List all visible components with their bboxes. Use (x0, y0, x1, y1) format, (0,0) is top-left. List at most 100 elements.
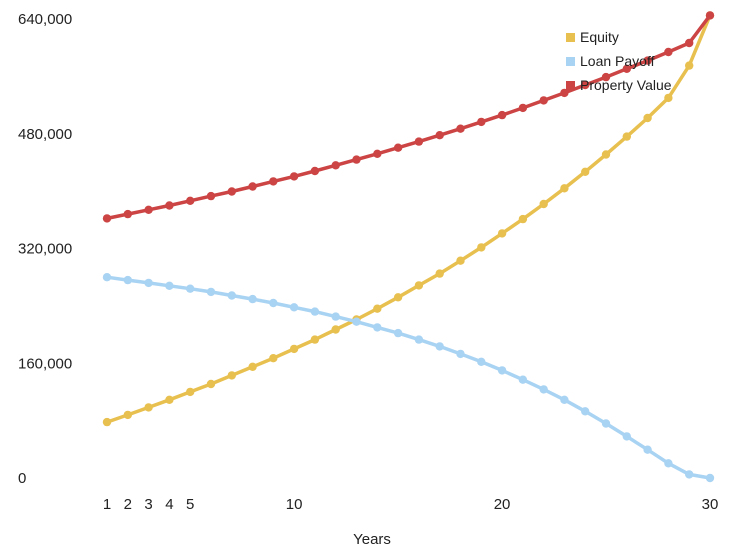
data-point-loan-payoff (705, 473, 715, 483)
legend-swatch (566, 81, 575, 90)
data-point-equity (331, 325, 340, 334)
data-point-equity (373, 304, 382, 313)
y-axis-ticks: 0 160,000 320,000 480,000 640,000 (18, 11, 72, 487)
data-point-loan-payoff (352, 317, 361, 326)
x-tick-label: 30 (702, 496, 719, 513)
series-line-property-value (105, 13, 712, 221)
data-point-property-value (643, 56, 652, 65)
data-point-loan-payoff (310, 307, 320, 316)
data-point-equity (435, 269, 444, 278)
data-point-property-value (622, 64, 631, 74)
data-point-property-value (227, 187, 236, 196)
data-point-property-value (165, 201, 174, 210)
x-tick-label: 20 (494, 496, 511, 513)
legend-swatch (566, 57, 575, 66)
data-point-property-value (393, 143, 403, 152)
data-point-loan-payoff (456, 349, 465, 359)
data-point-loan-payoff (539, 385, 548, 394)
data-point-property-value (685, 38, 694, 48)
y-tick-label: 640,000 (18, 11, 72, 28)
data-point-loan-payoff (518, 375, 528, 384)
y-tick-label: 320,000 (18, 241, 72, 258)
data-point-loan-payoff (560, 395, 569, 404)
data-point-loan-payoff (581, 407, 590, 416)
data-point-equity (393, 293, 403, 302)
data-point-property-value (289, 172, 299, 181)
data-point-property-value (477, 117, 486, 127)
data-point-equity (539, 199, 548, 209)
data-point-property-value (352, 155, 361, 164)
data-point-loan-payoff (186, 284, 195, 293)
data-point-loan-payoff (685, 470, 694, 479)
series-layer (102, 11, 715, 483)
y-tick-label: 480,000 (18, 126, 72, 143)
legend-label: Equity (580, 29, 619, 45)
series-loan-payoff (102, 273, 715, 483)
data-point-equity (165, 395, 174, 404)
data-point-equity (601, 150, 611, 159)
data-point-loan-payoff (414, 335, 424, 344)
x-tick-label: 5 (186, 496, 194, 513)
data-point-property-value (560, 88, 569, 98)
series-equity (102, 11, 715, 427)
data-point-property-value (581, 80, 590, 90)
data-point-property-value (518, 103, 528, 113)
legend-item-property-value: Property Value (566, 77, 672, 93)
data-point-equity (206, 379, 216, 389)
x-axis-title: Years (353, 531, 391, 548)
legend-item-loan-payoff: Loan Payoff (566, 53, 655, 69)
data-point-property-value (206, 191, 216, 201)
data-point-equity (102, 417, 112, 427)
data-point-equity (518, 214, 528, 224)
data-point-loan-payoff (165, 281, 174, 290)
series-line-loan-payoff (105, 275, 712, 480)
data-point-loan-payoff (269, 298, 278, 308)
data-point-equity (227, 371, 236, 380)
x-tick-label: 10 (286, 496, 303, 513)
data-point-loan-payoff (643, 445, 652, 454)
x-axis-ticks: 1 2 3 4 5 10 20 30 (103, 496, 719, 513)
data-point-equity (144, 403, 153, 412)
data-point-property-value (102, 214, 112, 223)
legend-swatch (566, 33, 575, 42)
data-point-loan-payoff (123, 275, 132, 285)
data-point-loan-payoff (477, 357, 486, 366)
data-point-property-value (248, 182, 257, 191)
data-point-loan-payoff (102, 273, 112, 282)
data-point-property-value (269, 177, 278, 186)
data-point-property-value (331, 161, 340, 170)
x-tick-label: 4 (165, 496, 173, 513)
data-point-loan-payoff (601, 419, 611, 428)
data-point-equity (477, 243, 486, 252)
data-point-equity (497, 229, 507, 238)
data-point-loan-payoff (622, 432, 631, 441)
data-point-equity (643, 113, 652, 123)
y-tick-label: 160,000 (18, 355, 72, 372)
data-point-equity (581, 167, 590, 176)
data-point-loan-payoff (435, 342, 444, 351)
data-point-loan-payoff (289, 303, 299, 312)
data-point-loan-payoff (373, 323, 382, 332)
data-point-property-value (497, 110, 507, 120)
data-point-property-value (373, 149, 382, 158)
data-point-equity (414, 281, 424, 290)
data-point-property-value (705, 11, 715, 20)
data-point-equity (310, 335, 320, 344)
data-point-loan-payoff (248, 294, 257, 304)
data-point-equity (248, 362, 257, 371)
legend-item-equity: Equity (566, 29, 619, 45)
y-tick-label: 0 (18, 470, 26, 487)
data-point-property-value (435, 131, 444, 140)
data-point-loan-payoff (206, 287, 216, 297)
data-point-equity (664, 93, 673, 103)
data-point-loan-payoff (664, 459, 673, 468)
data-point-property-value (539, 96, 548, 105)
data-point-equity (456, 256, 465, 265)
data-point-loan-payoff (331, 312, 340, 321)
series-property-value (102, 11, 715, 223)
data-point-property-value (414, 137, 424, 146)
legend-label: Loan Payoff (580, 53, 655, 69)
data-point-loan-payoff (144, 278, 153, 288)
data-point-property-value (310, 166, 320, 176)
